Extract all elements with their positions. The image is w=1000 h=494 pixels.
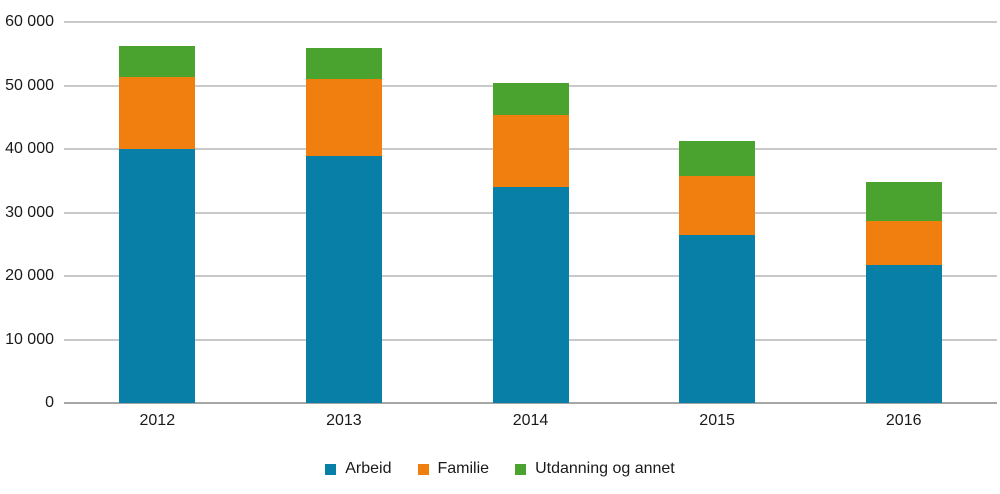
gridline-60000 xyxy=(64,21,997,23)
bar-segment-familie-2016 xyxy=(865,221,942,265)
y-tick-label-60000: 60 000 xyxy=(5,13,54,30)
y-tick-label-10000: 10 000 xyxy=(5,330,54,348)
bar-segment-arbeid-2012 xyxy=(119,149,196,403)
bar-segment-familie-2015 xyxy=(679,176,756,235)
legend-item-arbeid: Arbeid xyxy=(325,460,392,478)
y-tick-label-30000: 30 000 xyxy=(5,203,54,221)
bar-segment-familie-2012 xyxy=(119,77,196,149)
legend-swatch-familie xyxy=(417,463,429,475)
bar-2016 xyxy=(865,22,942,403)
y-tick-label-40000: 40 000 xyxy=(5,140,54,157)
x-tick-label-2014: 2014 xyxy=(512,412,549,429)
y-tick-label-50000: 50 000 xyxy=(5,76,54,94)
plot-area xyxy=(64,21,997,404)
x-axis: 2012 2013 2014 2015 2016 xyxy=(64,412,997,434)
bar-segment-arbeid-2013 xyxy=(305,156,382,403)
bar-segment-utdanning-og-annet-2016 xyxy=(865,182,942,222)
bar-segment-utdanning-og-annet-2012 xyxy=(119,45,196,78)
y-axis: 0 10 000 20 000 30 000 40 000 50 000 60 000 xyxy=(0,14,54,411)
bar-2013 xyxy=(305,22,382,403)
legend-item-familie: Familie xyxy=(417,460,490,478)
legend-label-arbeid: Arbeid xyxy=(345,460,392,477)
bar-2015 xyxy=(679,22,756,403)
legend-item-utdanning-og-annet: Utdanning og annet xyxy=(515,460,675,478)
bar-segment-arbeid-2014 xyxy=(492,187,569,403)
bar-2012 xyxy=(119,22,196,403)
x-tick-label-2012: 2012 xyxy=(139,412,176,429)
bar-segment-utdanning-og-annet-2013 xyxy=(305,48,382,80)
bar-segment-familie-2013 xyxy=(305,79,382,156)
x-tick-label-2015: 2015 xyxy=(699,412,735,429)
y-tick-label-0: 0 xyxy=(45,394,54,411)
legend: Arbeid Familie Utdanning og annet xyxy=(0,458,1000,480)
x-tick-label-2016: 2016 xyxy=(885,412,922,429)
legend-label-utdanning-og-annet: Utdanning og annet xyxy=(535,460,675,477)
legend-swatch-utdanning-og-annet xyxy=(515,463,527,475)
x-axis-line xyxy=(64,402,997,404)
bar-segment-utdanning-og-annet-2015 xyxy=(679,141,756,177)
legend-swatch-arbeid xyxy=(325,463,337,475)
legend-label-familie: Familie xyxy=(437,460,490,477)
bar-segment-arbeid-2015 xyxy=(679,234,756,403)
bar-segment-utdanning-og-annet-2014 xyxy=(492,82,569,116)
bar-segment-familie-2014 xyxy=(492,115,569,188)
x-tick-label-2013: 2013 xyxy=(326,412,362,429)
y-tick-label-20000: 20 000 xyxy=(5,267,54,284)
bar-segment-arbeid-2016 xyxy=(865,264,942,403)
bar-2014 xyxy=(492,22,569,403)
